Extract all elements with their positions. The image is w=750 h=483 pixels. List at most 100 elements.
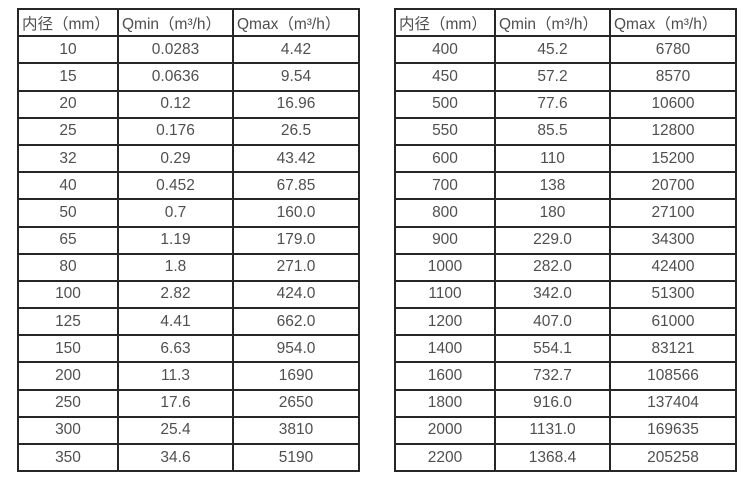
table-cell: 0.12 [117,89,234,119]
table-cell: 1100 [394,279,496,310]
table-cell: 2000 [394,415,496,446]
table-cell: 8570 [609,62,737,92]
table-row: 550 85.5 12800 [394,116,737,146]
table-row: 500 77.6 10600 [394,89,737,119]
table-cell: 732.7 [494,361,611,391]
table-cell: 15200 [609,143,737,174]
table-cell: 26.5 [232,116,360,146]
spec-table-left: 内径（mm） Qmin（m³/h） Qmax（m³/h） 10 0.0283 4.4… [17,7,360,473]
table-cell: 0.29 [117,143,234,174]
table-cell: 229.0 [494,225,611,255]
table-cell: 10 [17,35,119,65]
table-row: 100 2.82 424.0 [17,279,360,310]
table-cell: 12800 [609,116,737,146]
table-cell: 350 [17,442,119,473]
table-cell: 200 [17,361,119,391]
table-cell: 700 [394,171,496,201]
table-cell: 2200 [394,442,496,473]
table-row: 1600 732.7 108566 [394,361,737,391]
table-cell: 85.5 [494,116,611,146]
table-row: 25 0.176 26.5 [17,116,360,146]
table-row: 65 1.19 179.0 [17,225,360,255]
header-qmin: Qmin（m³/h） [117,7,234,38]
table-row: 800 180 27100 [394,198,737,228]
header-qmax: Qmax（m³/h） [609,7,737,38]
table-cell: 0.176 [117,116,234,146]
table-cell: 916.0 [494,388,611,418]
table-cell: 5190 [232,442,360,473]
table-cell: 32 [17,143,119,174]
table-cell: 1368.4 [494,442,611,473]
table-cell: 424.0 [232,279,360,310]
table-cell: 125 [17,307,119,337]
table-cell: 600 [394,143,496,174]
table-row: 1200 407.0 61000 [394,307,737,337]
table-row: 125 4.41 662.0 [17,307,360,337]
table-cell: 250 [17,388,119,418]
header-inner-diameter: 内径（mm） [17,7,119,38]
table-cell: 11.3 [117,361,234,391]
table-cell: 179.0 [232,225,360,255]
table-cell: 45.2 [494,35,611,65]
table-cell: 160.0 [232,198,360,228]
table-cell: 110 [494,143,611,174]
header-qmin: Qmin（m³/h） [494,7,611,38]
tables-container: 内径（mm） Qmin（m³/h） Qmax（m³/h） 10 0.0283 4.4… [17,7,737,473]
table-cell: 77.6 [494,89,611,119]
table-cell: 20700 [609,171,737,201]
table-cell: 67.85 [232,171,360,201]
table-row: 400 45.2 6780 [394,35,737,65]
table-cell: 342.0 [494,279,611,310]
table-cell: 2650 [232,388,360,418]
table-cell: 500 [394,89,496,119]
table-cell: 10600 [609,89,737,119]
table-cell: 1690 [232,361,360,391]
table-row: 40 0.452 67.85 [17,171,360,201]
table-row: 80 1.8 271.0 [17,252,360,282]
table-cell: 1131.0 [494,415,611,446]
table-cell: 108566 [609,361,737,391]
table-cell: 1.19 [117,225,234,255]
spec-table-right: 内径（mm） Qmin（m³/h） Qmax（m³/h） 400 45.2 6780… [394,7,737,473]
table-row: 600 110 15200 [394,143,737,174]
table-cell: 662.0 [232,307,360,337]
table-cell: 1000 [394,252,496,282]
table-cell: 1200 [394,307,496,337]
table-cell: 1600 [394,361,496,391]
table-cell: 40 [17,171,119,201]
table-row: 10 0.0283 4.42 [17,35,360,65]
table-cell: 138 [494,171,611,201]
table-cell: 205258 [609,442,737,473]
table-row: 250 17.6 2650 [17,388,360,418]
table-cell: 0.452 [117,171,234,201]
table-cell: 25 [17,116,119,146]
table-cell: 34300 [609,225,737,255]
table-cell: 27100 [609,198,737,228]
table-row: 200 11.3 1690 [17,361,360,391]
table-cell: 51300 [609,279,737,310]
table-cell: 0.7 [117,198,234,228]
table-cell: 137404 [609,388,737,418]
header-row: 内径（mm） Qmin（m³/h） Qmax（m³/h） [394,7,737,38]
table-row: 2000 1131.0 169635 [394,415,737,446]
table-cell: 17.6 [117,388,234,418]
table-cell: 150 [17,334,119,364]
table-row: 32 0.29 43.42 [17,143,360,174]
table-row: 450 57.2 8570 [394,62,737,92]
table-cell: 954.0 [232,334,360,364]
table-cell: 0.0636 [117,62,234,92]
table-cell: 3810 [232,415,360,446]
table-row: 1000 282.0 42400 [394,252,737,282]
table-cell: 61000 [609,307,737,337]
table-cell: 800 [394,198,496,228]
table-cell: 9.54 [232,62,360,92]
table-cell: 100 [17,279,119,310]
table-cell: 50 [17,198,119,228]
table-cell: 16.96 [232,89,360,119]
table-cell: 0.0283 [117,35,234,65]
table-cell: 4.42 [232,35,360,65]
table-cell: 300 [17,415,119,446]
table-cell: 1.8 [117,252,234,282]
table-cell: 282.0 [494,252,611,282]
table-cell: 42400 [609,252,737,282]
